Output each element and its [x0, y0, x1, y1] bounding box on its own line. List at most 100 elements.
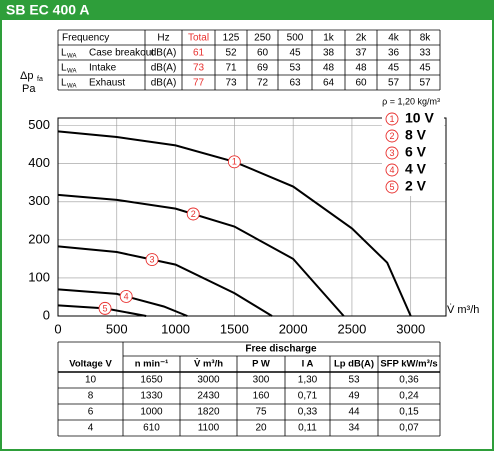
x-tick-label: 500 — [106, 321, 128, 336]
table-cell: Case breakout — [89, 48, 154, 59]
legend-marker-circle — [385, 180, 399, 194]
group-header: Free discharge — [245, 344, 317, 355]
table-cell: 2430 — [197, 391, 220, 402]
legend-marker: 3 — [389, 148, 394, 158]
table-cell: 53 — [348, 375, 360, 386]
table-cell: 1,30 — [298, 375, 318, 386]
row-symbol: L — [61, 78, 67, 89]
legend-label: 2 V — [405, 178, 427, 194]
table-cell: 45 — [388, 63, 400, 74]
table-cell: 4 — [88, 423, 94, 434]
table-cell: 10 — [85, 375, 97, 386]
table-header: 2k — [356, 33, 368, 44]
x-tick-label: 1000 — [161, 321, 190, 336]
table-cell: 75 — [255, 407, 267, 418]
annotation: ρ = 1,20 kg/m³ — [382, 96, 440, 106]
table-cell: 52 — [225, 48, 237, 59]
table-cell: 300 — [253, 375, 270, 386]
table-cell: dB(A) — [151, 78, 177, 89]
row-symbol-sub: WA — [67, 69, 76, 75]
table-cell: 1000 — [140, 407, 163, 418]
table-header: Frequency — [62, 33, 109, 44]
y-tick-label: 100 — [28, 269, 50, 284]
curve-label-circle — [145, 253, 159, 267]
table-cell: 3000 — [197, 375, 220, 386]
legend-label: 4 V — [405, 161, 427, 177]
curve-label: 4 — [124, 291, 129, 301]
table-cell: 1820 — [197, 407, 220, 418]
x-axis-label: V̇ m³/h — [447, 303, 479, 316]
table-cell: Exhaust — [89, 78, 125, 89]
table-cell: 44 — [348, 407, 360, 418]
legend-label: 10 V — [405, 110, 434, 126]
table-cell: dB(A) — [151, 48, 177, 59]
table-header: 1k — [323, 33, 335, 44]
table-header: V̇ m³/h — [194, 358, 223, 369]
table-cell: 33 — [419, 48, 431, 59]
table-header: 500 — [287, 33, 304, 44]
table-cell: 48 — [355, 63, 367, 74]
table-cell: 57 — [388, 78, 400, 89]
table-cell: 77 — [193, 78, 205, 89]
x-tick-label: 2000 — [279, 321, 308, 336]
table-cell: 0,15 — [399, 407, 419, 418]
y-tick-label: 300 — [28, 193, 50, 208]
table-cell: 610 — [143, 423, 160, 434]
curve — [57, 130, 412, 317]
table-cell: 1100 — [198, 423, 220, 434]
table-cell: 1330 — [140, 391, 163, 402]
table-cell: 0,71 — [298, 391, 318, 402]
table-cell: 0,11 — [298, 423, 317, 434]
legend-marker: 4 — [389, 165, 394, 175]
table-header: P W — [252, 359, 270, 370]
table-header: Voltage V — [69, 359, 112, 370]
legend-marker: 1 — [389, 114, 394, 124]
legend-marker-circle — [385, 129, 399, 143]
table-cell: 45 — [289, 48, 301, 59]
table-cell: 49 — [348, 391, 360, 402]
table-cell: 20 — [255, 423, 267, 434]
table-cell: 60 — [257, 48, 269, 59]
table-header: Hz — [157, 33, 169, 44]
curve-label: 3 — [150, 254, 155, 264]
table-cell: 45 — [419, 63, 431, 74]
legend-label: 6 V — [405, 144, 427, 160]
table-cell: 61 — [193, 48, 205, 59]
y-tick-label: 0 — [43, 307, 50, 322]
y-tick-label: 500 — [28, 117, 50, 132]
table-cell: Intake — [89, 63, 117, 74]
y-axis-label: Δp — [20, 70, 33, 82]
table-cell: 6 — [88, 407, 94, 418]
curve — [57, 245, 273, 317]
curve-label-circle — [227, 155, 241, 169]
table-cell: 71 — [225, 63, 237, 74]
y-tick-label: 400 — [28, 155, 50, 170]
table-cell: 60 — [355, 78, 367, 89]
table-cell: 0,24 — [399, 391, 419, 402]
legend-marker-circle — [385, 163, 399, 177]
table-header: 250 — [254, 33, 271, 44]
table-cell: 73 — [193, 63, 205, 74]
table-cell: 1650 — [140, 375, 163, 386]
table-header: n min⁻¹ — [135, 359, 169, 370]
table-cell: 38 — [323, 48, 335, 59]
legend-label: 8 V — [405, 127, 427, 143]
table-header: Total — [188, 33, 209, 44]
table-cell: 64 — [323, 78, 335, 89]
table-cell: 0,36 — [399, 375, 419, 386]
legend-marker: 2 — [389, 131, 394, 141]
legend-marker: 5 — [389, 182, 394, 192]
curve-label: 5 — [103, 303, 108, 313]
curve — [57, 193, 345, 317]
table-cell: 0,33 — [298, 407, 318, 418]
curve-label: 1 — [232, 157, 237, 167]
legend-marker-circle — [385, 112, 399, 126]
table-cell: 48 — [323, 63, 335, 74]
x-tick-label: 3000 — [396, 321, 425, 336]
header-bar — [0, 0, 494, 20]
table-header: 125 — [223, 33, 240, 44]
table-header: 8k — [420, 33, 432, 44]
table-cell: 73 — [225, 78, 237, 89]
table-cell: 160 — [253, 391, 270, 402]
y-axis-unit: Pa — [22, 83, 36, 95]
